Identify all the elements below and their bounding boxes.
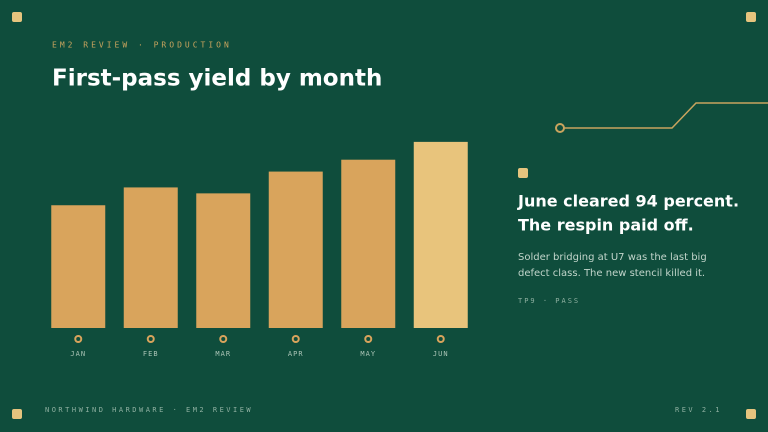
tag: TP9 · PASS — [518, 297, 580, 305]
x-tick-label: APR — [288, 350, 304, 358]
bar-node — [219, 335, 228, 343]
corner — [746, 12, 756, 22]
bar-node — [74, 335, 83, 343]
bar-node — [291, 335, 300, 343]
x-tick-label: JUN — [433, 350, 449, 358]
body-text: Solder bridging at U7 was the last big — [518, 252, 707, 263]
bar-node — [364, 335, 373, 343]
bar — [268, 171, 323, 328]
bar-node — [146, 335, 155, 343]
chart-title: First-pass yield by month — [52, 66, 382, 92]
bar — [123, 187, 178, 328]
bar — [341, 159, 396, 328]
x-tick-label: JAN — [70, 350, 86, 358]
x-tick-label: FEB — [143, 350, 159, 358]
trace-node — [555, 123, 565, 133]
corner — [12, 12, 22, 22]
footer-left: NORTHWIND HARDWARE · EM2 REVIEW — [45, 406, 253, 414]
bar-node — [436, 335, 445, 343]
headline: June cleared 94 percent. — [517, 192, 739, 211]
bullet — [518, 168, 528, 178]
headline: The respin paid off. — [518, 216, 694, 235]
corner — [746, 409, 756, 419]
bar — [413, 141, 468, 328]
kicker: EM2 REVIEW · PRODUCTION — [52, 41, 232, 50]
x-tick-label: MAR — [215, 350, 231, 358]
footer-right: REV 2.1 — [675, 406, 722, 414]
corner — [12, 409, 22, 419]
bar — [51, 205, 106, 328]
bar — [196, 193, 251, 328]
trace — [564, 102, 768, 129]
body-text: defect class. The new stencil killed it. — [518, 268, 705, 279]
x-tick-label: MAY — [360, 350, 376, 358]
